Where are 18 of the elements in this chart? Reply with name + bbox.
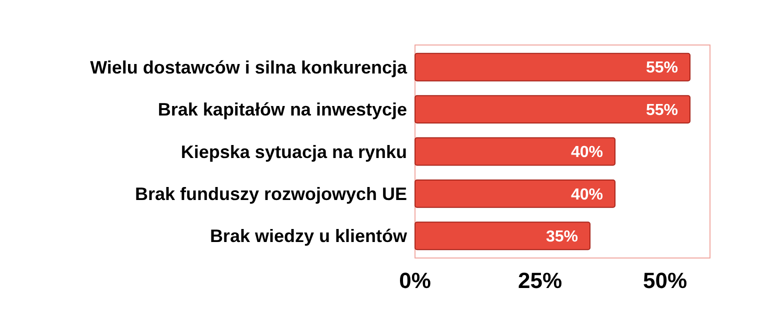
data-label: 40% xyxy=(570,186,603,204)
y-tick-label: Kiepska sytuacja na rynku xyxy=(180,142,407,162)
data-label: 55% xyxy=(646,102,678,119)
bar xyxy=(414,137,616,166)
x-tick-label: 50% xyxy=(642,268,688,293)
y-tick-label: Brak wiedzy u klientów xyxy=(210,226,408,246)
x-tick-label: 25% xyxy=(518,268,562,293)
bar xyxy=(414,95,690,124)
bar xyxy=(414,179,616,208)
y-tick-label: Brak funduszy rozwojowych UE xyxy=(134,184,407,204)
y-tick-label: Brak kapitałów na inwestycje xyxy=(158,100,407,120)
data-label: 55% xyxy=(646,60,678,77)
data-label: 40% xyxy=(570,144,603,162)
y-tick-label: Wielu dostawców i silna konkurencja xyxy=(90,57,408,78)
x-tick-label: 0% xyxy=(399,268,431,293)
data-label: 35% xyxy=(546,228,578,246)
bar xyxy=(414,52,690,82)
bar xyxy=(414,222,590,250)
